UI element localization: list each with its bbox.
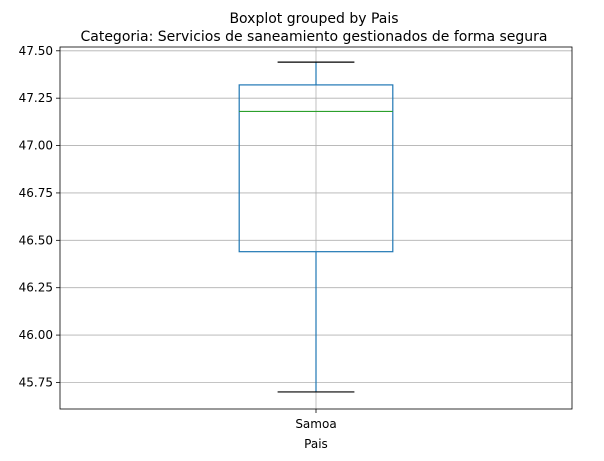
chart-suptitle: Boxplot grouped by Pais (229, 11, 398, 27)
plot-area: 45.75 46.00 46.25 46.50 46.75 47.00 47.25 47.50… (19, 44, 573, 431)
y-tick-label: 46.50 (19, 233, 53, 247)
y-tick-label: 47.25 (19, 91, 53, 105)
x-axis-label: Pais (304, 437, 328, 451)
iqr-box (238, 84, 394, 253)
chart-title: Categoria: Servicios de saneamiento gest… (80, 29, 547, 45)
y-tick-label: 46.25 (19, 281, 53, 295)
y-tick-label: 47.50 (19, 44, 53, 58)
y-tick-label: 46.00 (19, 328, 53, 342)
y-tick-label: 47.00 (19, 139, 53, 153)
y-tick-label: 46.75 (19, 186, 53, 200)
x-tick-label: Samoa (295, 417, 336, 431)
axes-frame (59, 46, 573, 410)
y-tick-label: 45.75 (19, 375, 53, 389)
